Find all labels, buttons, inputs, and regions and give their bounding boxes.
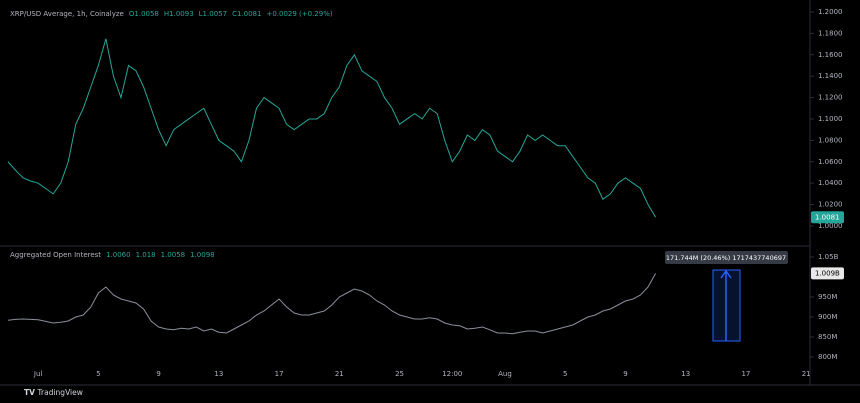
y-tick-label: 1.1800 <box>818 29 843 37</box>
y-tick-label: 1.1000 <box>818 115 843 123</box>
x-tick-label: 5 <box>563 370 567 378</box>
y-tick-label: 1.1400 <box>818 72 843 80</box>
x-tick-label: 9 <box>156 370 160 378</box>
y-tick-label: 1.05B <box>818 253 839 261</box>
header-value: 1.018 <box>136 251 156 259</box>
arrow-head <box>720 269 732 279</box>
x-tick-label: 13 <box>681 370 690 378</box>
y-tick-label: 950M <box>818 293 837 301</box>
x-tick-label: 9 <box>623 370 627 378</box>
x-tick-label: 13 <box>214 370 223 378</box>
header-value: H1.0093 <box>164 10 194 18</box>
header-value: C1.0081 <box>232 10 261 18</box>
logo: TV TradingView <box>24 388 83 397</box>
y-tick-label: 1.0800 <box>818 136 843 144</box>
header-value: L1.0057 <box>199 10 227 18</box>
y-tick-label: 1.0400 <box>818 179 843 187</box>
y-tick-label: 1.0000 <box>818 222 843 230</box>
y-tick-label: 1.1600 <box>818 51 843 59</box>
y-tick-label: 1.0200 <box>818 201 843 209</box>
header-value: 1.0098 <box>190 251 215 259</box>
last-value-badge <box>811 267 844 280</box>
y-tick-label: 900M <box>818 313 837 321</box>
price-header: XRP/USD Average, 1h, Coinalyze O1.0058 H1.… <box>10 10 333 18</box>
last-value-label: 1.0081 <box>815 213 840 221</box>
x-tick-label: 17 <box>741 370 750 378</box>
x-tick-label: Aug <box>498 370 512 378</box>
x-tick-label: 21 <box>335 370 344 378</box>
header-value: 1.0060 <box>106 251 131 259</box>
y-tick-label: 1.2000 <box>818 8 843 16</box>
x-tick-label: 5 <box>96 370 100 378</box>
oi-title: Aggregated Open Interest <box>10 251 101 259</box>
price-title: XRP/USD Average, 1h, Coinalyze <box>10 10 124 18</box>
x-tick-label: 17 <box>275 370 284 378</box>
annotation: 171.744M (20.46%) 1717437740697 <box>666 254 786 262</box>
annotation-bg <box>665 251 788 264</box>
header-value: 1.0058 <box>161 251 186 259</box>
last-value-label: 1.009B <box>815 269 840 277</box>
y-tick-label: 850M <box>818 333 837 341</box>
last-value-badge <box>811 211 844 224</box>
y-tick-label: 1.0600 <box>818 158 843 166</box>
x-tick-label: Jul <box>33 370 43 378</box>
header-value: +0.0029 (+0.29%) <box>266 10 332 18</box>
y-tick-label: 1.1200 <box>818 94 843 102</box>
logo-text: TradingView <box>37 388 83 397</box>
y-tick-label: 800M <box>818 353 837 361</box>
series-line <box>7 38 657 218</box>
series-line <box>7 273 657 335</box>
x-tick-label: 25 <box>395 370 404 378</box>
range-annotation: 171.744M (20.46%) 1717437740697 <box>665 251 788 342</box>
header-value: O1.0058 <box>129 10 159 18</box>
x-tick-label: 12:00 <box>442 370 462 378</box>
x-tick-label: 21 <box>802 370 811 378</box>
oi-header: Aggregated Open Interest 1.0060 1.018 1.005… <box>10 251 215 259</box>
